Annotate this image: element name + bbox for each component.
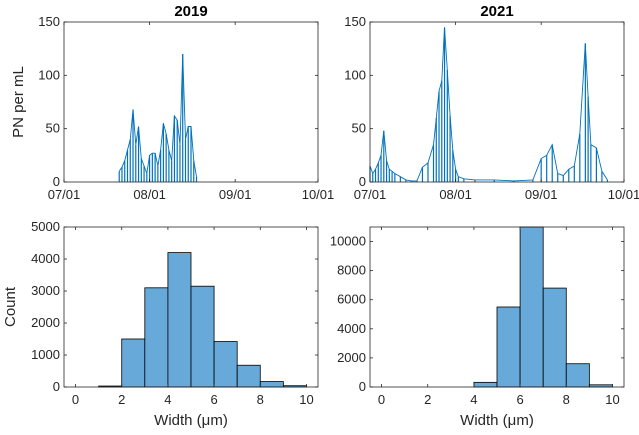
x-tick-label: 10/01 <box>608 187 639 202</box>
histogram-bar <box>259 381 284 388</box>
histogram-bar <box>144 287 169 388</box>
histogram-bar <box>190 285 215 388</box>
x-axis-label: Width (μm) <box>154 412 228 429</box>
y-tick-label: 0 <box>359 174 366 189</box>
axes-box <box>369 226 625 388</box>
y-tick-label: 2000 <box>31 315 60 330</box>
y-tick-label: 150 <box>344 14 366 29</box>
chart-title: 2019 <box>174 3 207 20</box>
y-tick-label: 2000 <box>337 350 366 365</box>
panel-4: 0 2000 4000 6000 8000 10000 0 2 4 6 8 10 Width (μm) <box>330 226 625 429</box>
histogram-bar <box>236 364 261 388</box>
y-tick-label: 10000 <box>330 234 366 249</box>
x-tick-label: 4 <box>470 392 477 407</box>
panel-2: 0 50 100 150 07/01 08/01 09/01 10/01 2021 <box>344 3 639 202</box>
histogram-bar <box>121 338 146 388</box>
y-tick-label: 0 <box>53 174 60 189</box>
axes-box <box>63 21 319 183</box>
x-tick-label: 07/01 <box>354 187 387 202</box>
histogram-bar <box>542 287 567 388</box>
axes-box <box>369 21 625 183</box>
y-tick-label: 0 <box>53 379 60 394</box>
x-tick-label: 09/01 <box>525 187 558 202</box>
panel-3: 0 1000 2000 3000 4000 5000 0 2 4 6 8 10 Width (μm) Co… <box>2 219 319 429</box>
x-tick-label: 10/01 <box>302 187 335 202</box>
x-tick-label: 09/01 <box>219 187 252 202</box>
y-tick-label: 50 <box>46 121 60 136</box>
x-tick-label: 08/01 <box>133 187 166 202</box>
y-tick-label: 100 <box>344 67 366 82</box>
y-tick-label: 4000 <box>31 251 60 266</box>
y-tick-label: 4000 <box>337 321 366 336</box>
y-tick-label: 100 <box>38 67 60 82</box>
x-tick-label: 0 <box>72 392 79 407</box>
y-tick-label: 6000 <box>337 292 366 307</box>
y-tick-label: 150 <box>38 14 60 29</box>
x-tick-label: 6 <box>516 392 523 407</box>
y-tick-label: 50 <box>352 121 366 136</box>
histogram-bar <box>213 341 238 388</box>
x-axis-label: Width (μm) <box>460 412 534 429</box>
histogram-bar <box>167 252 192 388</box>
histogram-bar <box>496 306 521 388</box>
x-tick-label: 2 <box>424 392 431 407</box>
x-tick-label: 0 <box>378 392 385 407</box>
x-tick-label: 8 <box>257 392 264 407</box>
x-tick-label: 4 <box>164 392 171 407</box>
x-tick-label: 10 <box>299 392 313 407</box>
y-tick-label: 3000 <box>31 283 60 298</box>
histogram-bar <box>565 363 590 388</box>
y-axis-label: Count <box>2 286 19 327</box>
histogram-bar <box>519 226 544 388</box>
x-tick-label: 10 <box>605 392 619 407</box>
chart-title: 2021 <box>480 3 513 20</box>
y-tick-label: 8000 <box>337 263 366 278</box>
x-tick-label: 6 <box>210 392 217 407</box>
y-tick-label: 0 <box>359 379 366 394</box>
x-tick-label: 2 <box>118 392 125 407</box>
x-tick-label: 07/01 <box>48 187 81 202</box>
axes-box <box>63 226 319 388</box>
histogram-bar <box>473 381 498 388</box>
y-tick-label: 5000 <box>31 219 60 234</box>
x-tick-label: 08/01 <box>439 187 472 202</box>
panel-1: 0 50 100 150 07/01 08/01 09/01 10/01 2019 PN per … <box>10 3 334 202</box>
y-axis-label: PN per mL <box>10 66 27 138</box>
y-tick-label: 1000 <box>31 347 60 362</box>
x-tick-label: 8 <box>563 392 570 407</box>
